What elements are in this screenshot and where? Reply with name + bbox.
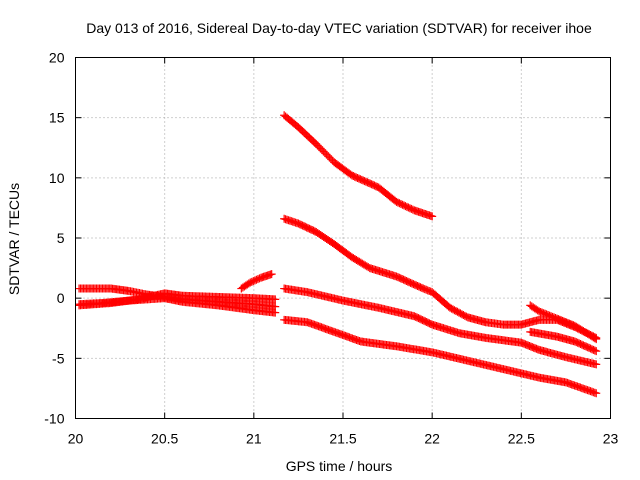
data-point — [267, 270, 276, 279]
y-tick-label: 20 — [49, 50, 65, 66]
data-point — [592, 335, 601, 344]
y-tick-label: 5 — [57, 230, 65, 246]
data-point — [592, 360, 601, 369]
y-tick-label: 15 — [49, 110, 65, 126]
x-tick-label: 20 — [68, 431, 84, 447]
series-seg-d — [237, 270, 276, 293]
series-seg-j — [526, 327, 601, 356]
y-tick-labels: -10 -5 0 5 10 15 20 — [44, 50, 64, 427]
plot-frame — [75, 57, 611, 419]
data-point — [271, 295, 280, 304]
x-tick-label: 22 — [424, 431, 440, 447]
series-seg-g — [280, 284, 601, 369]
y-tick-label: -10 — [44, 411, 64, 427]
x-tick-label: 20.5 — [151, 431, 178, 447]
series-seg-e — [280, 111, 437, 221]
x-tick-label: 22.5 — [508, 431, 535, 447]
x-tick-label: 21 — [246, 431, 262, 447]
data-point — [590, 334, 599, 343]
series-seg-f — [280, 214, 601, 342]
series-seg-h — [280, 315, 601, 398]
series-seg-c — [75, 294, 280, 317]
y-axis-label: SDTVAR / TECUs — [6, 183, 22, 295]
data-point — [592, 347, 601, 356]
y-tick-label: 0 — [57, 290, 65, 306]
data-points — [75, 111, 601, 398]
series-seg-i — [526, 301, 601, 344]
grid — [75, 57, 611, 419]
data-point — [590, 346, 599, 355]
y-tick-label: 10 — [49, 170, 65, 186]
y-tick-label: -5 — [52, 350, 65, 366]
x-tick-label: 21.5 — [329, 431, 356, 447]
data-point — [592, 389, 601, 398]
data-point — [428, 212, 437, 221]
x-tick-label: 23 — [603, 431, 619, 447]
data-point — [271, 308, 280, 317]
x-tick-labels: 20 20.5 21 21.5 22 22.5 23 — [68, 431, 619, 447]
chart-title: Day 013 of 2016, Sidereal Day-to-day VTE… — [86, 20, 592, 36]
x-axis-label: GPS time / hours — [286, 458, 393, 474]
